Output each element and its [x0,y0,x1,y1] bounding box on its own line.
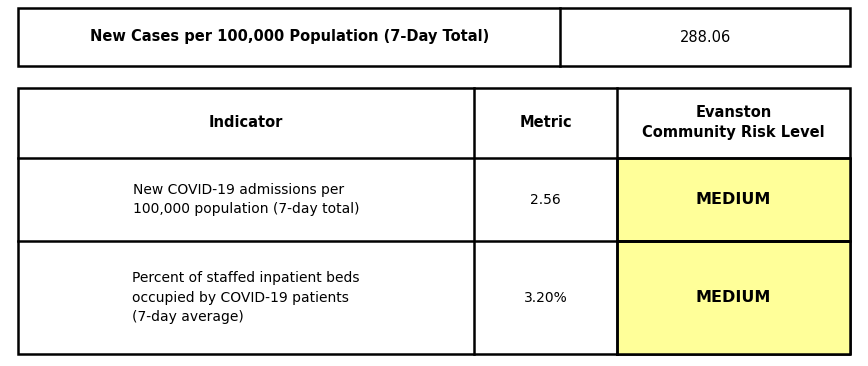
Text: Indicator: Indicator [209,115,283,130]
Text: MEDIUM: MEDIUM [696,290,771,305]
Text: Percent of staffed inpatient beds
occupied by COVID-19 patients
(7-day average): Percent of staffed inpatient beds occupi… [132,271,359,324]
Text: Metric: Metric [519,115,572,130]
Bar [617,242,850,354]
Text: 288.06: 288.06 [680,30,731,45]
Text: 2.56: 2.56 [530,193,561,206]
Bar [18,8,850,66]
Bar [617,158,850,242]
Text: Evanston
Community Risk Level: Evanston Community Risk Level [642,105,825,140]
Text: MEDIUM: MEDIUM [696,192,771,207]
Text: New Cases per 100,000 Population (7-Day Total): New Cases per 100,000 Population (7-Day … [89,30,489,45]
Text: 3.20%: 3.20% [523,291,568,305]
Text: New COVID-19 admissions per
100,000 population (7-day total): New COVID-19 admissions per 100,000 popu… [133,183,359,216]
Bar [18,88,850,354]
